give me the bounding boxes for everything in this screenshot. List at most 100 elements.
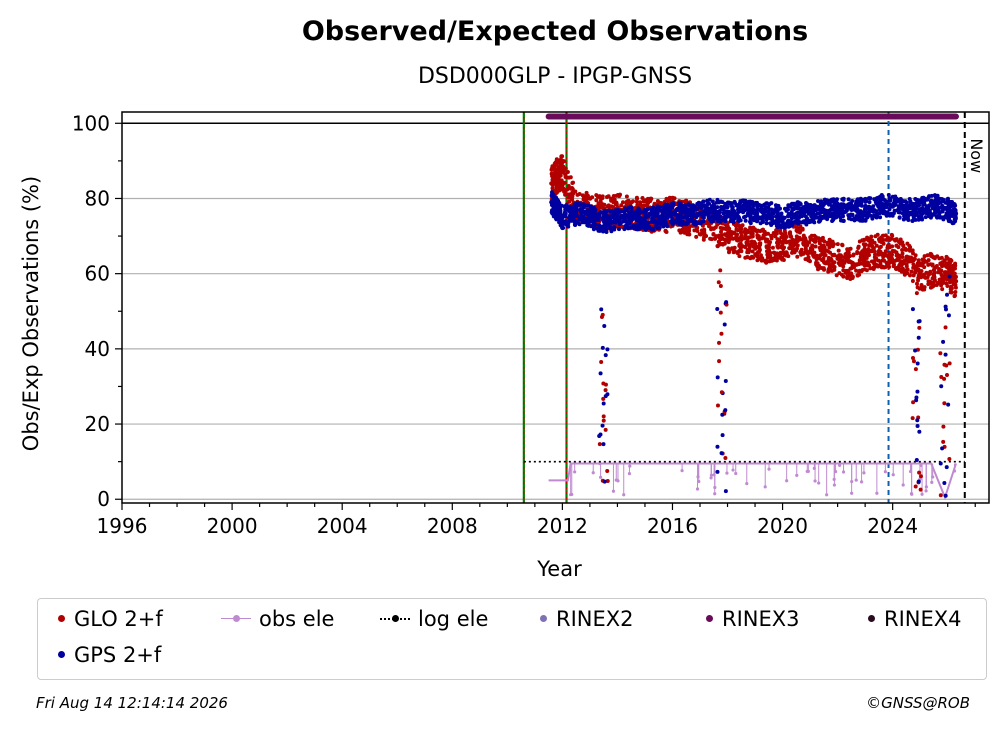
data-point [856,203,861,208]
data-point [826,255,831,260]
data-point [581,209,586,214]
data-point [910,210,915,215]
data-point [794,237,799,243]
obs-ele-point [924,485,928,489]
data-point [887,207,892,212]
data-point [923,275,928,280]
data-point [671,220,676,225]
data-point [809,205,814,210]
obs-ele-point [952,469,957,473]
dropout-point [914,458,919,463]
dropout-point [715,307,720,312]
dropout-point [601,418,606,423]
data-point [863,211,868,216]
data-point [859,203,864,208]
data-point [864,268,869,273]
dropout-point [943,352,948,357]
data-point [897,215,902,220]
dropout-point [917,429,922,434]
data-point [953,278,959,284]
data-point [832,252,837,257]
data-point [568,216,573,221]
data-point [734,227,739,232]
dropout-point [943,325,948,330]
dropout-point [911,400,916,405]
data-point [592,209,597,214]
data-point [684,222,689,227]
data-point [905,241,910,246]
data-point [911,206,916,211]
data-point [671,201,676,205]
y-tick-label: 100 [72,111,110,135]
data-point [839,254,844,259]
data-point [573,189,578,194]
data-point [784,234,789,239]
data-point [872,240,877,245]
data-point [874,243,879,248]
data-point [846,197,851,202]
data-point [940,287,945,292]
data-point [684,211,689,216]
data-point [822,239,827,244]
dropout-point [603,353,608,358]
data-point [634,199,639,204]
data-point [890,213,895,218]
dropout-point [939,375,944,380]
data-point [577,222,582,227]
data-point [711,219,715,224]
data-point [750,200,755,204]
data-point [815,211,820,216]
data-point [623,223,628,228]
legend-item: RINEX2 [536,607,634,631]
data-point [596,211,601,216]
data-point [749,231,754,236]
data-point [567,199,572,204]
data-point [810,243,815,248]
data-point [722,209,727,214]
obs-ele-point [611,489,616,493]
data-point [890,252,894,257]
plot-svg: Now 1996 2000 2004 2008 2012 2016 2020 2024 0 20 4… [19,111,990,581]
data-point [841,202,846,207]
data-point [657,226,662,230]
data-point [739,249,744,254]
data-point [857,258,862,263]
dropout-point [603,427,608,432]
series-obs-ele [548,462,957,501]
data-point [863,217,868,222]
data-point [554,207,560,212]
data-point [900,248,905,252]
data-point [845,276,850,280]
data-point [912,213,917,218]
data-point [890,248,895,254]
data-point [910,202,915,207]
data-point [718,214,723,219]
obs-ele-point [825,493,829,497]
data-point [552,161,557,166]
data-point [881,255,886,259]
data-point [689,215,694,220]
data-point [601,218,606,224]
data-point [790,250,795,254]
data-point [911,218,916,223]
legend-symbol [536,609,552,629]
data-point [814,260,819,265]
dropout-point [597,433,602,438]
data-point [874,209,879,214]
data-point [680,220,684,225]
data-point [822,201,827,206]
data-point [867,243,872,248]
data-point [726,246,731,251]
data-point [729,203,734,208]
data-point [913,197,918,201]
data-point [947,267,952,272]
data-point [748,219,752,224]
data-point [763,207,768,212]
data-point [772,232,777,236]
data-point [899,259,904,264]
data-point [846,205,851,210]
data-point [748,212,753,217]
data-point [565,170,570,174]
data-point [688,209,693,214]
data-point [941,276,945,281]
